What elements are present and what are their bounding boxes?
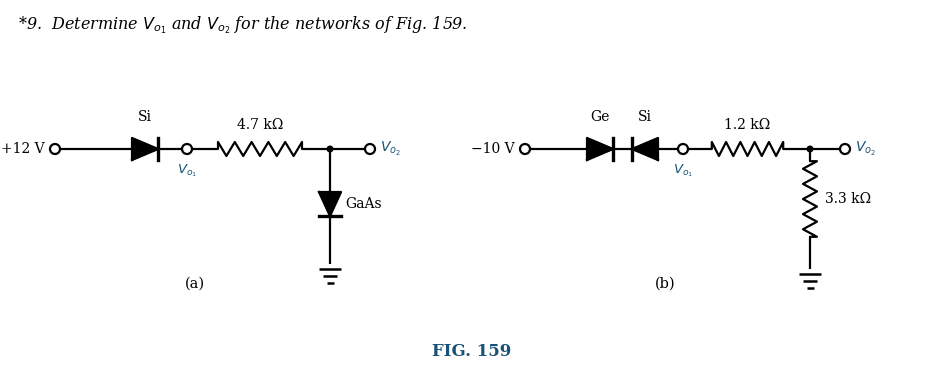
Text: *9.  Determine $V_{o_1}$ and $V_{o_2}$ for the networks of Fig. 159.: *9. Determine $V_{o_1}$ and $V_{o_2}$ fo…: [18, 14, 467, 36]
Text: $V_{o_2}$: $V_{o_2}$: [855, 140, 876, 158]
Text: FIG. 159: FIG. 159: [432, 343, 512, 360]
Polygon shape: [587, 138, 613, 160]
Text: Ge: Ge: [590, 110, 610, 124]
Polygon shape: [319, 192, 341, 216]
Text: 4.7 kΩ: 4.7 kΩ: [237, 118, 283, 132]
Text: (a): (a): [185, 277, 205, 291]
Text: GaAs: GaAs: [345, 197, 381, 211]
Text: 1.2 kΩ: 1.2 kΩ: [724, 118, 770, 132]
Text: $V_{o_1}$: $V_{o_1}$: [673, 162, 693, 179]
Text: (b): (b): [655, 277, 675, 291]
Text: +12 V: +12 V: [1, 142, 45, 156]
Text: Si: Si: [138, 110, 152, 124]
Text: Si: Si: [638, 110, 652, 124]
Text: $V_{o_2}$: $V_{o_2}$: [380, 140, 401, 158]
Text: $V_{o_1}$: $V_{o_1}$: [177, 162, 197, 179]
Text: −10 V: −10 V: [471, 142, 515, 156]
Circle shape: [806, 146, 814, 152]
Circle shape: [327, 146, 333, 152]
Polygon shape: [132, 138, 158, 160]
Text: 3.3 kΩ: 3.3 kΩ: [825, 192, 871, 206]
Polygon shape: [632, 138, 658, 160]
